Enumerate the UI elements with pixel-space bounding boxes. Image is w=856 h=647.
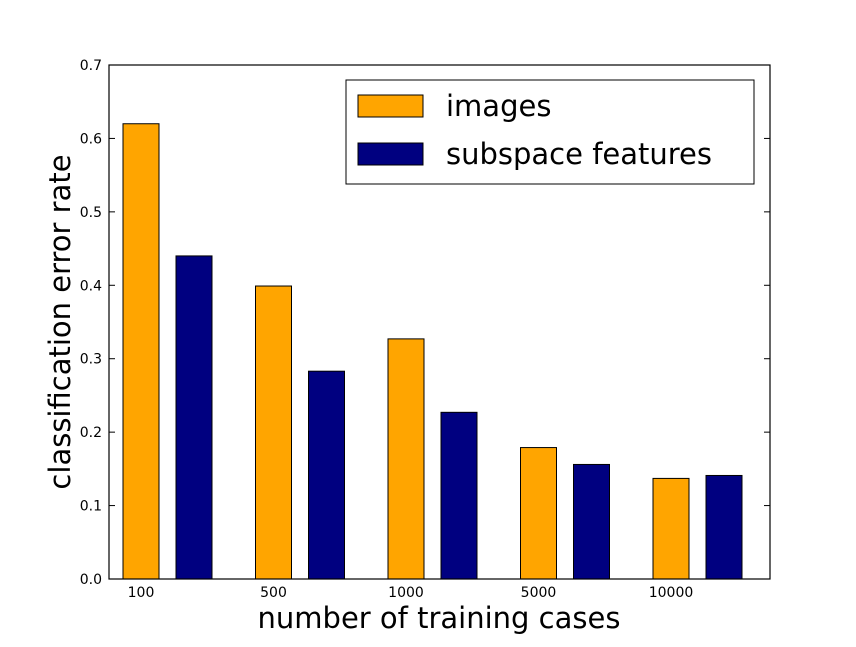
y-tick-label-0.2: 0.2 <box>80 425 102 441</box>
y-tick-label-0.0: 0.0 <box>80 572 102 588</box>
plot-frame <box>108 64 771 580</box>
legend-label-subspace-features: subspace features <box>446 137 712 171</box>
x-tick-label-10000: 10000 <box>649 585 694 601</box>
y-tick-label-0.4: 0.4 <box>80 278 102 294</box>
bars-group <box>122 123 743 580</box>
x-tick-label-1000: 1000 <box>388 585 424 601</box>
bar-subspace-features-1000 <box>440 411 478 580</box>
legend-label-images: images <box>446 89 551 123</box>
y-axis-label: classification error rate <box>43 154 77 489</box>
legend-swatch-subspace-features <box>357 142 424 166</box>
y-tick-label-0.3: 0.3 <box>80 352 102 368</box>
x-tick-label-5000: 5000 <box>521 585 557 601</box>
y-tick-label-0.6: 0.6 <box>80 131 102 147</box>
y-tick-label-0.5: 0.5 <box>80 205 102 221</box>
x-tick-label-500: 500 <box>260 585 287 601</box>
y-tick-label-0.7: 0.7 <box>80 58 102 74</box>
bar-subspace-features-10000 <box>705 474 743 580</box>
legend-swatch-images <box>357 94 424 118</box>
bar-images-10000 <box>652 477 690 580</box>
bar-subspace-features-5000 <box>573 463 610 580</box>
y-axis: 0.0 0.1 0.2 0.3 0.4 0.5 0.6 0.7 <box>80 58 770 588</box>
bar-subspace-features-100 <box>175 255 213 580</box>
bar-images-1000 <box>387 338 425 580</box>
bar-subspace-features-500 <box>308 370 345 580</box>
bar-images-500 <box>255 285 292 580</box>
x-tick-label-100: 100 <box>128 585 155 601</box>
y-tick-label-0.1: 0.1 <box>80 499 102 515</box>
x-axis: 100 500 1000 5000 10000 <box>128 585 694 601</box>
x-axis-label: number of training cases <box>258 601 621 635</box>
bar-images-5000 <box>520 447 557 580</box>
bar-images-100 <box>122 123 160 580</box>
legend: images subspace features <box>345 79 755 185</box>
